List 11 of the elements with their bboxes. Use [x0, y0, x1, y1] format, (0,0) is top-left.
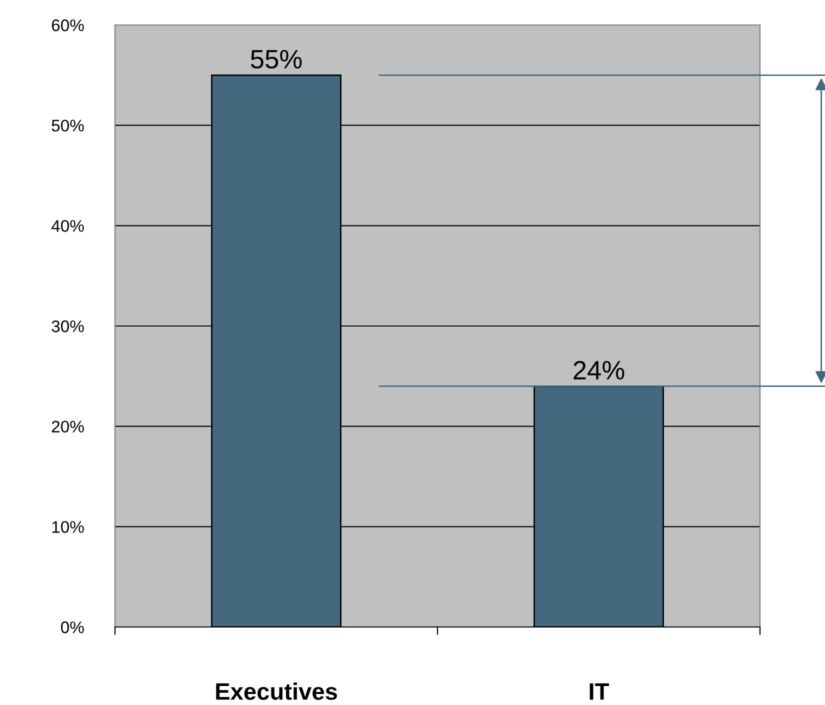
y-tick-label: 20%	[52, 420, 84, 433]
data-label: 24%	[574, 360, 624, 380]
y-tick-label: 30%	[52, 320, 84, 332]
data-label: 55%	[250, 50, 302, 69]
x-tick-label: IT	[590, 683, 609, 700]
y-tick-label: 0%	[61, 621, 84, 634]
y-tick-label: 50%	[52, 120, 84, 132]
y-tick-label: 40%	[51, 220, 84, 232]
y-tick-label: 10%	[52, 521, 84, 533]
x-tick-label: Executives	[216, 682, 337, 700]
y-tick-label: 60%	[52, 19, 84, 32]
